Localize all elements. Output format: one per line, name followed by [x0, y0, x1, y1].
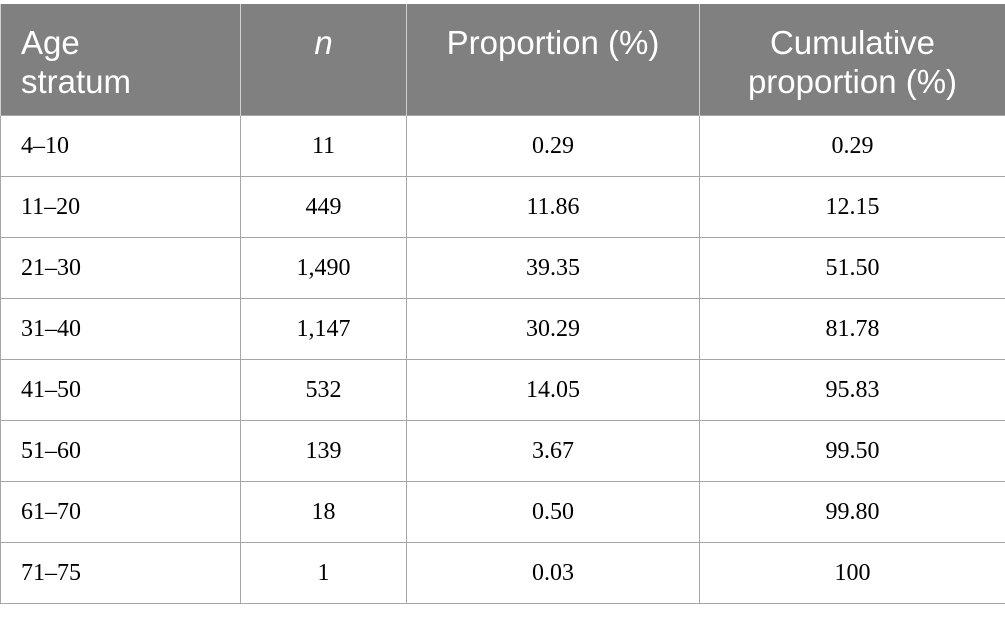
cell-n: 449: [240, 176, 407, 238]
table-row: 4–10 11 0.29 0.29: [0, 115, 1005, 177]
cell-cumulative-proportion: 99.80: [699, 481, 1005, 543]
cell-age-stratum: 31–40: [0, 298, 241, 360]
table-header: Age stratum n Proportion (%) Cumulative …: [0, 4, 1005, 116]
cell-n: 1,147: [240, 298, 407, 360]
cell-proportion: 11.86: [406, 176, 700, 238]
table-row: 21–30 1,490 39.35 51.50: [0, 237, 1005, 299]
table-row: 11–20 449 11.86 12.15: [0, 176, 1005, 238]
cell-proportion: 3.67: [406, 420, 700, 482]
header-proportion: Proportion (%): [406, 4, 700, 116]
header-cumulative-proportion: Cumulative proportion (%): [699, 4, 1005, 116]
table-body: 4–10 11 0.29 0.29 11–20 449 11.86 12.15 21–30 1,4…: [0, 115, 1005, 604]
cell-cumulative-proportion: 95.83: [699, 359, 1005, 421]
header-proportion-label: Proportion (%): [446, 24, 660, 61]
cell-age-stratum: 51–60: [0, 420, 241, 482]
cell-n: 18: [240, 481, 407, 543]
header-n: n: [240, 4, 407, 116]
table-row: 31–40 1,147 30.29 81.78: [0, 298, 1005, 360]
cell-n: 11: [240, 115, 407, 177]
cell-proportion: 0.03: [406, 542, 700, 604]
cell-cumulative-proportion: 0.29: [699, 115, 1005, 177]
cell-age-stratum: 61–70: [0, 481, 241, 543]
cell-cumulative-proportion: 81.78: [699, 298, 1005, 360]
header-cumulative-proportion-label: Cumulative proportion (%): [747, 24, 958, 100]
cell-age-stratum: 21–30: [0, 237, 241, 299]
cell-n: 532: [240, 359, 407, 421]
cell-age-stratum: 11–20: [0, 176, 241, 238]
cell-n: 1: [240, 542, 407, 604]
cell-age-stratum: 41–50: [0, 359, 241, 421]
cell-age-stratum: 4–10: [0, 115, 241, 177]
cell-n: 1,490: [240, 237, 407, 299]
header-n-label: n: [314, 24, 333, 61]
cell-cumulative-proportion: 51.50: [699, 237, 1005, 299]
cell-age-stratum: 71–75: [0, 542, 241, 604]
table-row: 71–75 1 0.03 100: [0, 542, 1005, 604]
cell-n: 139: [240, 420, 407, 482]
cell-proportion: 0.29: [406, 115, 700, 177]
table-row: 61–70 18 0.50 99.80: [0, 481, 1005, 543]
cell-cumulative-proportion: 12.15: [699, 176, 1005, 238]
cell-proportion: 0.50: [406, 481, 700, 543]
table-row: 41–50 532 14.05 95.83: [0, 359, 1005, 421]
cell-proportion: 14.05: [406, 359, 700, 421]
header-row: Age stratum n Proportion (%) Cumulative …: [0, 4, 1005, 116]
cell-proportion: 39.35: [406, 237, 700, 299]
table-row: 51–60 139 3.67 99.50: [0, 420, 1005, 482]
age-stratum-table: Age stratum n Proportion (%) Cumulative …: [0, 4, 1005, 604]
header-age-stratum: Age stratum: [0, 4, 241, 116]
cell-cumulative-proportion: 99.50: [699, 420, 1005, 482]
cell-cumulative-proportion: 100: [699, 542, 1005, 604]
header-age-stratum-label: Age stratum: [21, 24, 132, 100]
cell-proportion: 30.29: [406, 298, 700, 360]
